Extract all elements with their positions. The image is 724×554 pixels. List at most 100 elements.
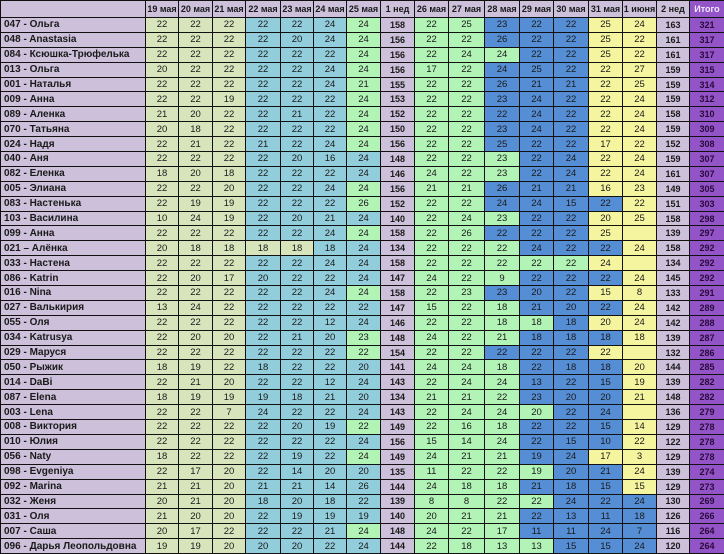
day-score: 22 xyxy=(245,448,281,465)
day-score: 22 xyxy=(414,314,449,331)
day-score: 20 xyxy=(280,419,314,435)
day-score: 22 xyxy=(448,240,485,257)
column-header: 25 мая xyxy=(346,0,381,18)
day-score: 7 xyxy=(622,523,657,540)
week-1-total: 143 xyxy=(380,374,415,391)
day-score: 22 xyxy=(212,136,246,153)
day-score: 24 xyxy=(313,136,347,153)
week-1-total: 144 xyxy=(380,538,415,554)
day-score: 24 xyxy=(346,165,381,182)
day-score: 22 xyxy=(245,463,281,480)
day-score: 22 xyxy=(280,225,314,242)
day-score: 13 xyxy=(484,538,520,554)
day-score: 20 xyxy=(178,329,213,346)
day-score: 22 xyxy=(280,17,314,33)
day-score: 22 xyxy=(588,299,623,316)
day-score: 24 xyxy=(622,270,657,287)
table-row: 003 - Lena 22 22 7 24 22 22 24 143 22 24 24 20 22 24 13… xyxy=(0,404,724,421)
day-score: 24 xyxy=(346,61,381,78)
grand-total: 266 xyxy=(689,508,724,525)
day-score: 18 xyxy=(145,359,179,376)
week-2-total: 161 xyxy=(656,46,690,63)
day-score: 20 xyxy=(346,389,381,406)
day-score: 18 xyxy=(553,478,589,495)
participant-name: 048 - Anastasia xyxy=(0,31,146,48)
day-score: 21 xyxy=(553,76,589,93)
week-1-total: 147 xyxy=(380,270,415,287)
day-score: 22 xyxy=(588,61,623,78)
day-score: 10 xyxy=(588,433,623,450)
table-row: 096 - Дарья Леопольдовна 19 19 20 20 20 22 24 14… xyxy=(0,538,724,554)
day-score: 17 xyxy=(178,523,213,540)
day-score: 22 xyxy=(414,344,449,361)
day-score: 22 xyxy=(178,46,213,63)
day-score: 21 xyxy=(519,478,554,495)
day-score: 24 xyxy=(313,255,347,272)
grand-total: 264 xyxy=(689,523,724,540)
day-score: 24 xyxy=(553,493,589,510)
day-score: 22 xyxy=(622,195,657,212)
day-score: 24 xyxy=(346,538,381,554)
day-score: 22 xyxy=(145,329,179,346)
day-score: 19 xyxy=(212,389,246,406)
participant-name: 034 - Katrusya xyxy=(0,329,146,346)
day-score: 22 xyxy=(448,255,485,272)
participant-name: 099 - Анна xyxy=(0,225,146,242)
day-score: 17 xyxy=(484,523,520,540)
day-score: 22 xyxy=(145,374,179,391)
day-score: 25 xyxy=(588,46,623,63)
table-row: 047 - Ольга 22 22 22 22 22 24 24 158 22 25 23 22 22 25… xyxy=(0,17,724,33)
participant-name: 084 - Ксюшка-Трюфелька xyxy=(0,46,146,63)
day-score: 24 xyxy=(519,195,554,212)
day-score: 22 xyxy=(553,61,589,78)
day-score: 22 xyxy=(178,433,213,450)
table-row: 048 - Anastasia 22 22 22 22 20 24 24 156 22 22 26 22… xyxy=(0,31,724,48)
day-score: 22 xyxy=(448,165,485,182)
day-score: 22 xyxy=(212,76,246,93)
day-score: 15 xyxy=(588,538,623,554)
week-1-total: 156 xyxy=(380,61,415,78)
week-2-total: 145 xyxy=(656,270,690,287)
week-2-total: 159 xyxy=(656,151,690,167)
day-score: 24 xyxy=(484,61,520,78)
week-2-total: 139 xyxy=(656,225,690,242)
day-score: 22 xyxy=(280,76,314,93)
day-score: 22 xyxy=(414,404,449,421)
day-score: 22 xyxy=(553,31,589,48)
table-row: 084 - Ксюшка-Трюфелька 22 22 22 22 22 22 24 156 2… xyxy=(0,46,724,63)
week-2-total: 139 xyxy=(656,463,690,480)
week-2-total: 122 xyxy=(656,433,690,450)
table-row: 089 - Аленка 21 20 22 22 21 22 24 152 22 22 22 24 22 2… xyxy=(0,106,724,123)
week-1-total: 148 xyxy=(380,151,415,167)
day-score: 23 xyxy=(622,180,657,197)
day-score: 22 xyxy=(212,344,246,361)
day-score: 20 xyxy=(280,538,314,554)
day-score xyxy=(622,255,657,272)
day-score: 19 xyxy=(145,538,179,554)
column-header: 19 мая xyxy=(145,0,179,18)
day-score: 20 xyxy=(178,165,213,182)
table-row: 016 - Nina 22 22 22 22 22 24 24 158 22 23 23 20 22 15 8… xyxy=(0,285,724,301)
grand-total: 292 xyxy=(689,270,724,287)
day-score: 22 xyxy=(519,165,554,182)
week-1-total: 153 xyxy=(380,91,415,108)
day-score: 22 xyxy=(212,17,246,33)
day-score: 22 xyxy=(178,344,213,361)
week-2-total: 129 xyxy=(656,448,690,465)
day-score: 19 xyxy=(280,448,314,465)
day-score: 24 xyxy=(448,210,485,227)
day-score: 22 xyxy=(448,523,485,540)
day-score: 22 xyxy=(448,61,485,78)
day-score: 24 xyxy=(414,270,449,287)
day-score: 18 xyxy=(212,165,246,182)
day-score: 24 xyxy=(346,31,381,48)
day-score: 21 xyxy=(519,299,554,316)
week-2-total: 139 xyxy=(656,329,690,346)
day-score: 21 xyxy=(448,180,485,197)
day-score: 20 xyxy=(346,359,381,376)
day-score: 25 xyxy=(588,225,623,242)
day-score: 24 xyxy=(484,195,520,212)
day-score: 22 xyxy=(280,344,314,361)
grand-total: 285 xyxy=(689,359,724,376)
day-score: 22 xyxy=(622,31,657,48)
